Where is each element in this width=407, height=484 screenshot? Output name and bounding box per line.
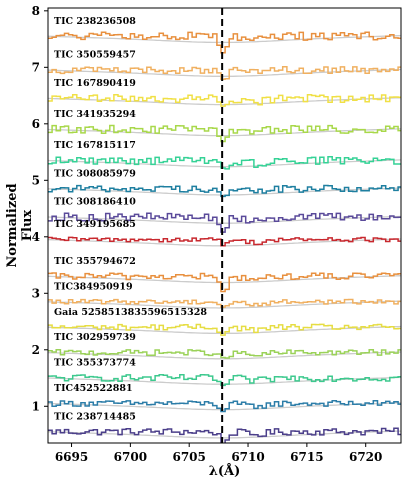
spectrum-label: TIC 238714485 — [54, 411, 136, 422]
spectrum-line — [48, 31, 401, 54]
y-tick-label: 1 — [32, 399, 40, 413]
spectrum-label: Gaia 5258513835596515328 — [54, 307, 207, 318]
model-line — [48, 215, 401, 224]
spectrum-label: TIC 308186410 — [54, 197, 136, 208]
spectrum-label: TIC 167890419 — [54, 78, 136, 89]
x-axis-title: λ(Å) — [209, 463, 241, 479]
x-tick-label: 6700 — [114, 450, 147, 464]
y-axis-title-line: Normalized — [5, 183, 20, 267]
x-tick-label: 6710 — [231, 450, 264, 464]
spectrum-label: TIC384950919 — [54, 281, 133, 292]
spectrum-line — [48, 272, 401, 293]
spectrum-label: TIC 349195685 — [54, 219, 136, 230]
spectrum-line — [48, 349, 401, 359]
spectrum-labels: TIC 238714485 TIC452522881 TIC 355373774 TI… — [54, 16, 207, 422]
spectrum-label: TIC 308085979 — [54, 168, 136, 179]
spectrum-label: TIC 167815117 — [54, 140, 136, 151]
y-tick-label: 8 — [32, 4, 40, 18]
spectrum-label: TIC 355373774 — [54, 358, 136, 369]
y-axis-title-line: Flux — [20, 210, 35, 242]
model-line — [48, 128, 401, 137]
spectrum-label: TIC 355794672 — [54, 256, 136, 267]
spectrum-label: TIC 350559457 — [54, 50, 136, 61]
y-tick-label: 4 — [32, 230, 40, 244]
x-tick-label: 6695 — [55, 450, 88, 464]
spectrum-line — [48, 236, 401, 247]
y-tick-label: 2 — [32, 343, 40, 357]
y-tick-label: 5 — [32, 173, 40, 187]
spectrum-label: TIC452522881 — [54, 383, 133, 394]
spectrum-line — [48, 373, 401, 387]
x-tick-label: 6705 — [172, 450, 205, 464]
x-axis: 6695 6700 6705 6710 6715 6720 — [55, 443, 382, 464]
x-tick-label: 6720 — [349, 450, 382, 464]
spectrum-line — [48, 124, 401, 143]
y-axis: 1 2 3 4 5 6 7 8 — [32, 4, 48, 413]
model-line — [48, 159, 401, 168]
y-axis-title: NormalizedFlux — [5, 183, 35, 267]
y-tick-label: 6 — [32, 117, 40, 131]
spectrum-line — [48, 184, 401, 198]
plot-frame — [47, 7, 402, 444]
spectrum-label: TIC 341935294 — [54, 109, 136, 120]
spectrum-line — [48, 298, 401, 308]
spectrum-line — [48, 212, 401, 233]
y-tick-label: 3 — [32, 286, 40, 300]
model-line — [48, 34, 401, 44]
spectrum-line — [48, 323, 401, 336]
model-line — [48, 68, 401, 77]
spectrum-line — [48, 427, 401, 443]
spectrum-line — [48, 400, 401, 413]
spectrum-label: TIC 302959739 — [54, 332, 136, 343]
spectrum-line — [48, 93, 401, 107]
spectrum-line — [48, 66, 401, 80]
model-line — [48, 430, 401, 439]
y-tick-label: 7 — [32, 60, 40, 74]
spectra-series — [48, 31, 401, 443]
spectrum-line — [48, 156, 401, 170]
spectrum-label: TIC 238236508 — [54, 16, 136, 27]
x-tick-label: 6715 — [290, 450, 323, 464]
